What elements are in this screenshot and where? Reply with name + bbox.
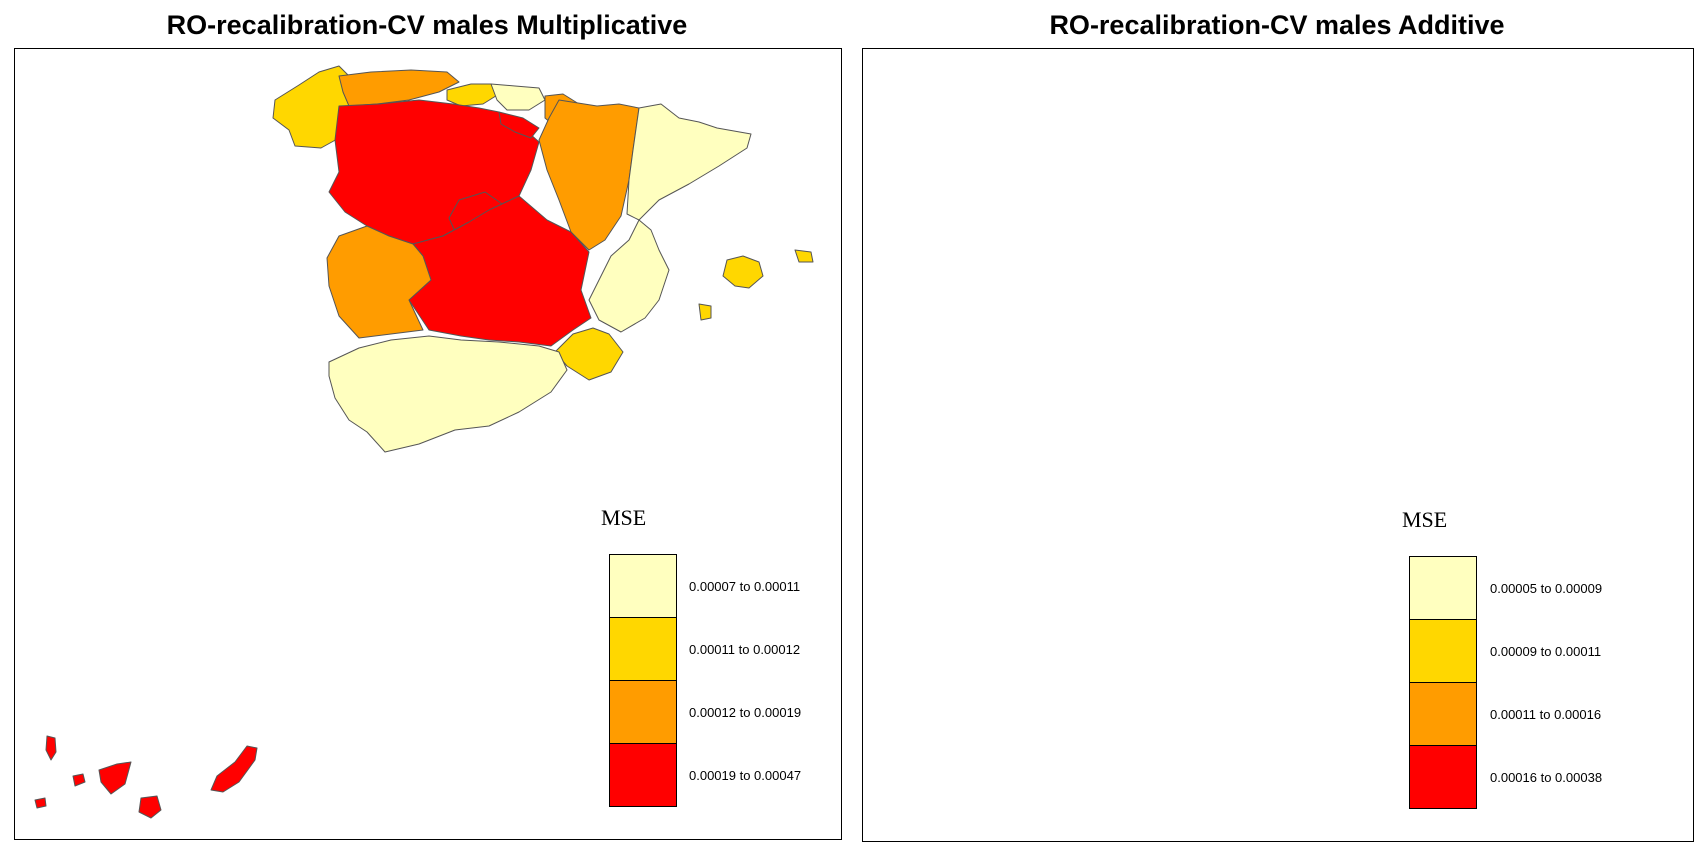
map-panel-additive: MSE 0.00005 to 0.00009 0.00009 to 0.0001…: [862, 48, 1694, 842]
region-canary-5: [138, 795, 162, 819]
region-canary-4: [34, 797, 47, 809]
region-valencia: [588, 219, 670, 333]
region-basque: [490, 83, 546, 111]
legend-swatch-class-4: [1409, 745, 1477, 809]
region-balearic-2: [794, 249, 814, 263]
region-extremadura: [326, 225, 432, 339]
map-panel-multiplicative: MSE 0.00007 to 0.00011 0.00011 to 0.0001…: [14, 48, 842, 840]
legend-swatch-class-1: [609, 554, 677, 618]
legend-label-class-1: 0.00007 to 0.00011: [689, 579, 801, 594]
legend-label-class-1: 0.00005 to 0.00009: [1490, 581, 1603, 596]
region-canary-1: [45, 735, 57, 761]
region-castilla-la-mancha: [408, 195, 592, 347]
legend-title: MSE: [601, 505, 647, 530]
map-title-additive: RO-recalibration-CV males Additive: [1049, 10, 1505, 40]
legend-label-class-3: 0.00011 to 0.00016: [1490, 707, 1602, 722]
legend-label-class-4: 0.00019 to 0.00047: [689, 768, 802, 783]
region-asturias: [338, 69, 460, 107]
region-la-rioja: [498, 111, 540, 139]
region-cantabria: [446, 83, 500, 107]
legend-label-class-3: 0.00012 to 0.00019: [689, 705, 802, 720]
legend-swatch-class-3: [1409, 682, 1477, 746]
legend-swatch-class-2: [609, 617, 677, 681]
legend-label-class-2: 0.00011 to 0.00012: [689, 642, 801, 657]
legend-swatch-class-1: [1409, 556, 1477, 620]
choropleth-map-multiplicative: [34, 65, 814, 819]
region-canary-6: [210, 745, 258, 793]
region-andalusia: [328, 335, 568, 453]
region-catalonia: [626, 103, 752, 221]
region-aragon: [538, 99, 640, 251]
legend-title: MSE: [1402, 507, 1448, 532]
legend-swatch-class-2: [1409, 619, 1477, 683]
region-canary-3: [98, 761, 132, 795]
map-title-multiplicative: RO-recalibration-CV males Multiplicative: [166, 10, 688, 40]
region-canary-2: [72, 773, 86, 787]
legend-swatch-class-4: [609, 743, 677, 807]
region-balearic-1: [722, 255, 764, 289]
choropleth-map-additive: [863, 49, 1693, 841]
legend-swatch-class-3: [609, 680, 677, 744]
region-balearic-3: [698, 303, 712, 321]
legend-label-class-2: 0.00009 to 0.00011: [1490, 644, 1602, 659]
legend-label-class-4: 0.00016 to 0.00038: [1490, 770, 1603, 785]
